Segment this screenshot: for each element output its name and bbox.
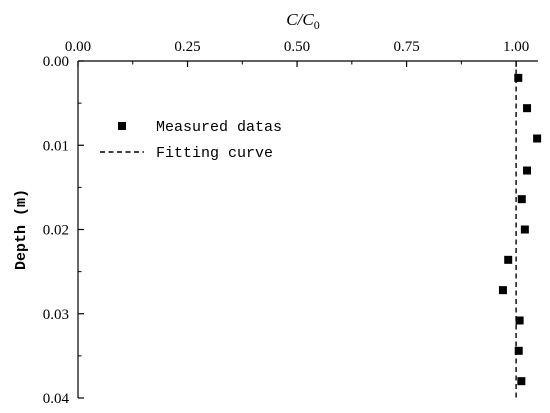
- data-point: [517, 377, 526, 386]
- x-tick-label: 0.25: [174, 39, 200, 55]
- x-ticks: 0.00 0.25 0.50 0.75 1.00: [65, 39, 529, 67]
- y-tick-label: 0.04: [43, 391, 70, 407]
- legend: Measured datas Fitting curve: [100, 119, 282, 162]
- y-tick-label: 0.00: [43, 54, 69, 70]
- series-layer: [498, 61, 542, 398]
- y-tick-label: 0.01: [43, 138, 69, 154]
- y-tick-label: 0.02: [43, 223, 69, 239]
- y-axis-title: Depth (m): [13, 189, 30, 270]
- data-point: [533, 134, 542, 143]
- legend-marker-square: [118, 122, 126, 130]
- data-point: [514, 346, 523, 355]
- x-axis-title-subscript: 0: [314, 18, 320, 32]
- x-tick-label: 0.00: [65, 39, 91, 55]
- x-tick-label: 1.00: [503, 39, 529, 55]
- x-tick-label: 0.75: [393, 39, 419, 55]
- data-point: [517, 195, 526, 204]
- legend-label: Measured datas: [156, 119, 282, 136]
- x-tick-label: 0.50: [284, 39, 310, 55]
- legend-label: Fitting curve: [156, 145, 273, 162]
- data-point: [520, 225, 529, 234]
- y-tick-label: 0.03: [43, 307, 69, 323]
- y-ticks: 0.00 0.01 0.02 0.03 0.04: [43, 54, 84, 407]
- data-point: [523, 166, 532, 175]
- data-point: [498, 286, 507, 295]
- data-point: [504, 255, 513, 264]
- data-point: [515, 316, 524, 325]
- data-point: [514, 73, 523, 82]
- data-point: [523, 104, 532, 113]
- x-axis-title: C/C0: [286, 10, 319, 32]
- x-axis-title-main: C/C: [286, 10, 314, 29]
- plot-area: 0.00 0.25 0.50 0.75 1.00 0.000.010.020.030.0…: [43, 39, 542, 407]
